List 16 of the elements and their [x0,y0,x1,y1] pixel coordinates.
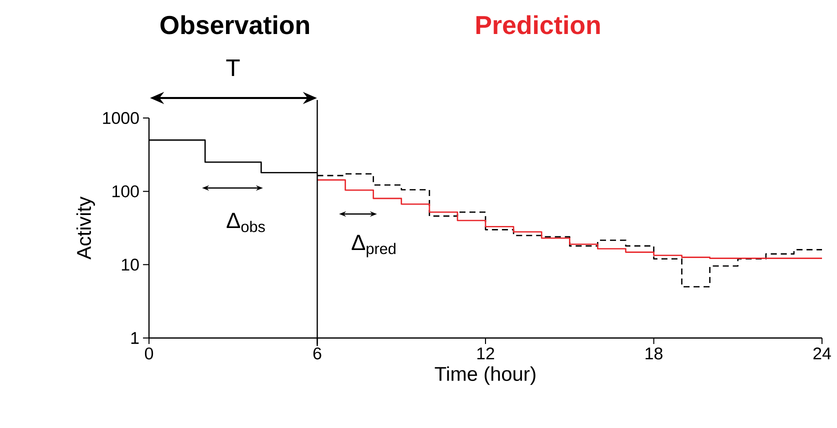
y-axis-title: Activity [76,196,95,260]
y-tick-label: 10 [122,258,139,271]
x-tick-label: 18 [646,347,662,360]
y-tick-label: 100 [112,185,139,198]
x-tick-label: 24 [813,347,831,360]
x-axis-title: Time (hour) [434,366,536,385]
text: Prediction [476,15,600,34]
text: Observation [160,15,309,34]
x-tick-label: 6 [313,347,322,360]
text: T [226,60,240,76]
x-tick-label: 12 [477,347,494,360]
annotation: Δ$_{pred}$ [352,234,396,258]
y-tick-label: 1 [131,332,139,344]
annotation: Δ$_{obs}$ [226,212,265,232]
y-tick-label: 1000 [103,112,139,124]
x-tick-label: 0 [144,347,154,360]
